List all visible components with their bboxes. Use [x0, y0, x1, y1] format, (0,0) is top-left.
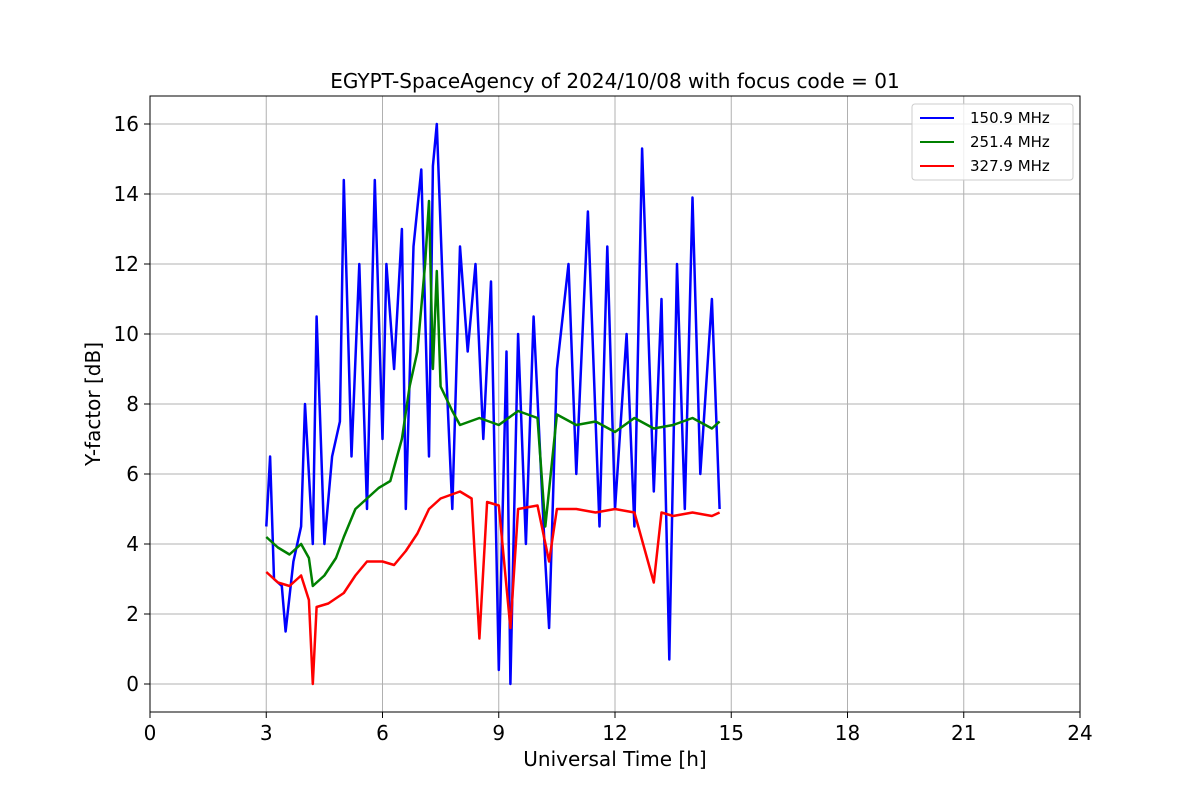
x-tick-label: 6: [376, 721, 389, 745]
chart-title: EGYPT-SpaceAgency of 2024/10/08 with foc…: [330, 69, 899, 93]
legend-label: 327.9 MHz: [970, 157, 1050, 175]
legend-box: [911, 103, 1074, 181]
x-tick-label: 21: [951, 721, 976, 745]
y-tick-label: 8: [126, 392, 139, 416]
x-tick-label: 15: [719, 721, 744, 745]
y-tick-label: 12: [114, 252, 139, 276]
y-tick-label: 4: [126, 532, 139, 556]
y-tick-label: 14: [114, 182, 139, 206]
y-tick-label: 16: [114, 112, 139, 136]
x-axis-label: Universal Time [h]: [523, 747, 706, 771]
x-tick-label: 0: [144, 721, 157, 745]
legend-label: 150.9 MHz: [970, 109, 1050, 127]
x-tick-label: 9: [492, 721, 505, 745]
y-tick-label: 0: [126, 672, 139, 696]
x-tick-label: 18: [835, 721, 860, 745]
x-tick-label: 24: [1067, 721, 1092, 745]
legend: 150.9 MHz 251.4 MHz 327.9 MHz: [911, 103, 1074, 181]
y-tick-label: 10: [114, 322, 139, 346]
y-tick-label: 6: [126, 462, 139, 486]
x-tick-label: 12: [602, 721, 627, 745]
legend-label: 251.4 MHz: [970, 133, 1050, 151]
x-axis: 0 3 6 9 12 15 18 21 24: [144, 712, 1093, 745]
x-tick-label: 3: [260, 721, 273, 745]
y-axis-label: Y-factor [dB]: [81, 342, 105, 467]
series-line-150-9-mhz: [265, 122, 721, 686]
series-line-327-9-mhz: [265, 490, 721, 686]
series-layer: [265, 122, 721, 686]
y-tick-label: 2: [126, 602, 139, 626]
series-line-251-4-mhz: [265, 199, 721, 588]
y-axis: 0 2 4 6 8 10 12 14 16: [114, 112, 150, 696]
